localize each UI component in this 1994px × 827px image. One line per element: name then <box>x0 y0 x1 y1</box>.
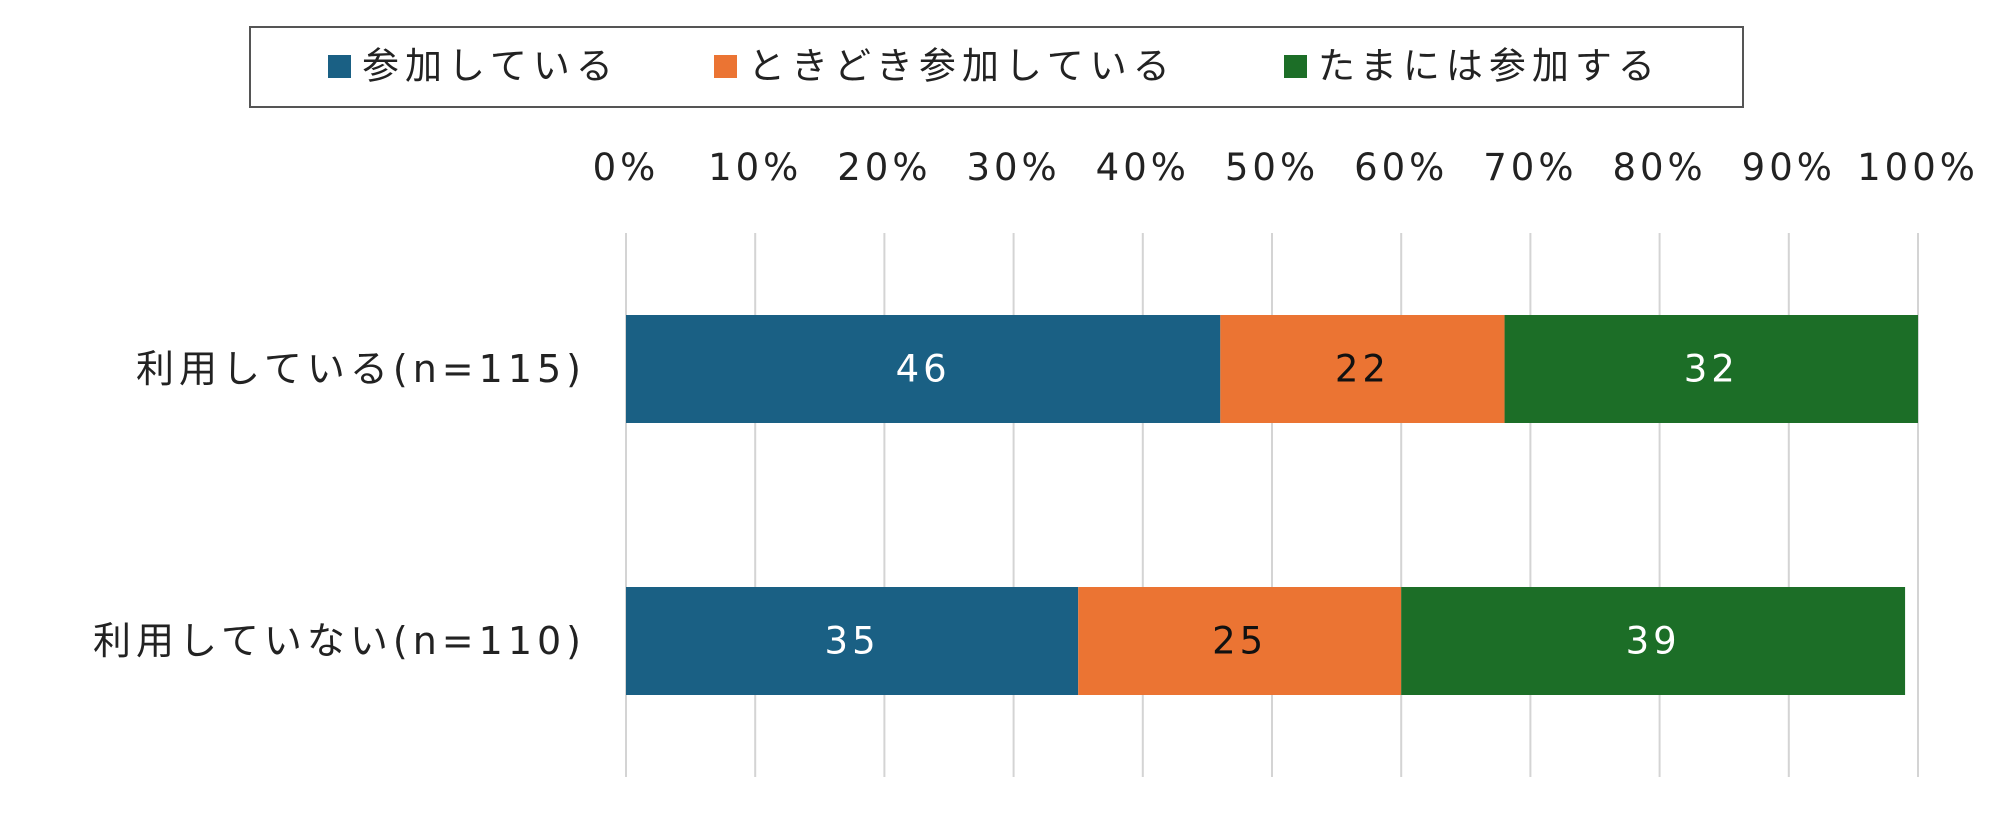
category-labels: 利用している(n=115) 利用していない(n=110) <box>93 347 586 663</box>
data-label: 22 <box>1335 348 1390 391</box>
category-label: 利用していない(n=110) <box>93 619 586 663</box>
bar-segment <box>1401 587 1906 695</box>
bar-segment <box>626 587 1079 695</box>
legend-label: 参加している <box>362 45 619 88</box>
data-label: 25 <box>1212 620 1267 663</box>
x-tick-label: 20% <box>837 146 931 189</box>
x-tick-label: 0% <box>593 146 660 189</box>
x-tick-label: 40% <box>1096 146 1190 189</box>
bar-segment <box>1078 587 1402 695</box>
data-label: 46 <box>896 348 951 391</box>
legend-swatch <box>714 55 737 78</box>
bars: 46 22 32 35 25 39 <box>626 315 1918 695</box>
legend-frame <box>249 26 1744 108</box>
data-label: 35 <box>825 620 880 663</box>
bar-segment <box>1504 315 1918 423</box>
legend-swatch <box>1284 55 1307 78</box>
data-label: 39 <box>1626 620 1681 663</box>
x-tick-label: 50% <box>1225 146 1319 189</box>
category-label: 利用している(n=115) <box>136 347 586 391</box>
x-axis-ticks: 0% 10% 20% 30% 40% 50% 60% 70% 80% 90% 100% <box>593 146 1979 189</box>
x-tick-label: 60% <box>1354 146 1448 189</box>
x-tick-label: 90% <box>1742 146 1836 189</box>
gridlines <box>625 233 1919 777</box>
x-tick-label: 80% <box>1612 146 1706 189</box>
x-tick-label: 70% <box>1483 146 1577 189</box>
x-tick-label: 10% <box>708 146 802 189</box>
legend-swatch <box>328 55 351 78</box>
legend: 参加している ときどき参加している たまには参加する <box>249 26 1744 108</box>
data-label: 32 <box>1684 348 1739 391</box>
bar-segment <box>626 315 1221 423</box>
x-tick-label: 100% <box>1857 146 1979 189</box>
legend-label: たまには参加する <box>1318 45 1661 88</box>
bar-segment <box>1220 315 1505 423</box>
legend-label: ときどき参加している <box>748 45 1176 88</box>
x-tick-label: 30% <box>966 146 1060 189</box>
